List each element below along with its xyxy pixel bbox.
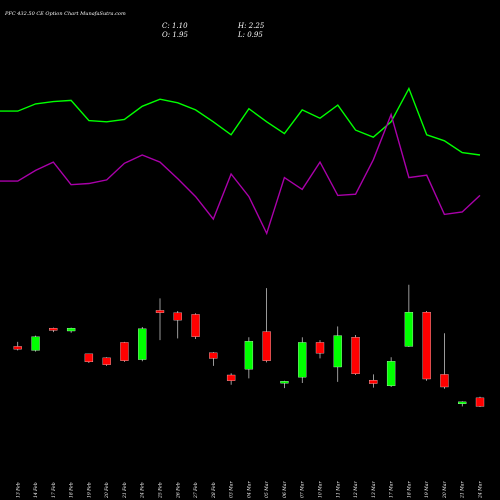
x-tick-label: 06 Mar <box>282 481 288 498</box>
candles <box>13 284 485 407</box>
x-tick-label: 18 Feb <box>69 482 75 498</box>
x-tick-label: 17 Mar <box>389 481 395 498</box>
candle-body-bullish <box>458 401 467 405</box>
candle-body-bullish <box>138 328 147 360</box>
candle-body-bearish <box>84 353 94 363</box>
candle-body-bearish <box>120 342 129 361</box>
candle-body-bearish <box>475 397 485 407</box>
candle-body-bullish <box>333 335 342 368</box>
x-tick-label: 03 Mar <box>229 481 235 498</box>
candle <box>280 380 289 389</box>
x-tick-label: 18 Mar <box>406 481 412 498</box>
x-tick-label: 10 Mar <box>318 481 324 498</box>
candle-body-bearish <box>351 337 360 375</box>
candle <box>369 374 378 388</box>
candle <box>315 340 325 359</box>
x-tick-label: 13 Feb <box>15 482 21 498</box>
candle <box>458 401 467 407</box>
candle <box>209 352 218 366</box>
candle <box>155 298 165 341</box>
candle-body-bullish <box>280 381 289 384</box>
candle-body-bearish <box>155 310 165 313</box>
candle <box>191 313 200 339</box>
candle-body-bearish <box>49 327 58 331</box>
candle <box>138 327 147 362</box>
candle-body-bearish <box>262 331 271 361</box>
high-readout: H: 2.25 <box>237 22 265 30</box>
candle-body-bullish <box>298 342 307 378</box>
candle <box>120 341 129 362</box>
candle <box>351 335 360 375</box>
candle <box>422 311 431 381</box>
low-readout: L: 0.95 <box>237 31 263 39</box>
candle-body-bullish <box>386 361 396 387</box>
candle-body-bullish <box>244 341 254 370</box>
candle <box>244 337 254 379</box>
chart-title: PFC 432.50 CE Option Chart MunafaSutra.c… <box>4 11 126 17</box>
close-readout: C: 1.10 <box>162 22 188 30</box>
candle-body-bearish <box>440 374 449 388</box>
x-tick-label: 21 Mar <box>460 481 466 499</box>
x-tick-label: 11 Mar <box>335 481 341 498</box>
candle <box>386 357 396 387</box>
x-tick-label: 21 Feb <box>122 482 128 499</box>
indicator-lines <box>0 86 481 236</box>
x-tick-label: 19 Feb <box>86 482 92 498</box>
candle-body-bearish <box>191 314 200 337</box>
candle-body-bearish <box>226 374 236 381</box>
candle <box>404 284 414 347</box>
candle <box>31 335 40 352</box>
candle-body-bearish <box>173 312 182 321</box>
x-tick-label: 13 Mar <box>371 481 377 498</box>
open-readout: O: 1.95 <box>162 31 188 39</box>
x-tick-label: 27 Feb <box>193 482 199 499</box>
x-tick-label: 17 Feb <box>51 482 57 498</box>
x-axis-ticks: 13 Feb 14 Feb 17 Feb 18 Feb 19 Feb 20 Feb 21 F… <box>15 481 483 499</box>
x-tick-label: 25 Feb <box>158 482 164 499</box>
candle-body-bearish <box>315 342 325 354</box>
candle-body-bearish <box>102 357 111 365</box>
candle <box>84 353 94 363</box>
x-tick-label: 24 Mar <box>478 481 484 499</box>
x-tick-label: 14 Feb <box>33 482 39 498</box>
candle-body-bearish <box>13 346 22 350</box>
candle <box>13 341 22 351</box>
x-tick-label: 28 Feb <box>211 482 217 499</box>
candle-body-bearish <box>209 352 218 359</box>
x-tick-label: 07 Mar <box>300 481 306 498</box>
lower-indicator-line <box>0 112 481 236</box>
x-tick-label: 19 Mar <box>424 481 430 498</box>
candle <box>49 327 58 333</box>
x-tick-label: 05 Mar <box>264 481 270 498</box>
candle <box>226 373 236 385</box>
x-tick-label: 20 Feb <box>104 482 110 499</box>
candle <box>440 333 449 389</box>
x-tick-label: 04 Mar <box>246 481 252 498</box>
candle <box>298 337 307 383</box>
upper-indicator-line <box>0 86 481 156</box>
candle-body-bearish <box>369 379 378 384</box>
candle <box>333 326 342 382</box>
candle-body-bullish <box>66 327 76 332</box>
candle-body-bullish <box>404 311 414 347</box>
candle <box>173 311 182 339</box>
candle <box>66 327 76 333</box>
candle <box>475 396 485 407</box>
candle-body-bullish <box>31 336 40 351</box>
candle <box>262 288 271 363</box>
x-tick-label: 12 Mar <box>353 481 359 498</box>
candle-body-bearish <box>422 311 431 380</box>
x-tick-label: 20 Mar <box>442 481 448 499</box>
x-tick-label: 24 Feb <box>140 482 146 499</box>
x-tick-label: 26 Feb <box>175 482 181 499</box>
candle <box>102 357 111 366</box>
